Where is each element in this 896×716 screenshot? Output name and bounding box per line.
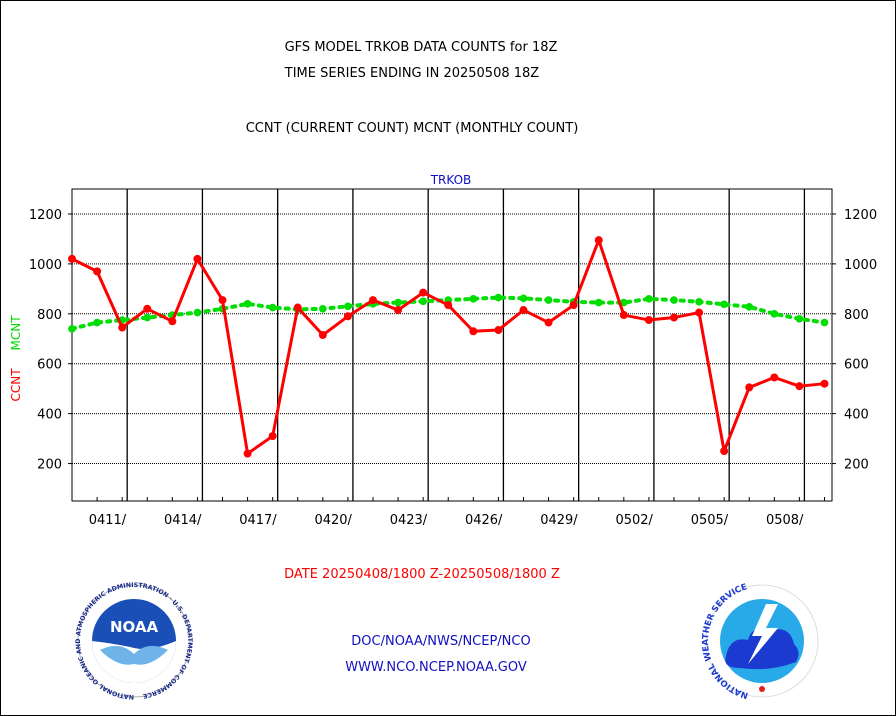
data-point-ccnt (293, 303, 302, 312)
y-tick-label-right: 1000 (844, 258, 877, 273)
data-point-ccnt (419, 288, 428, 297)
data-point-mcnt (645, 295, 653, 303)
data-point-ccnt (218, 296, 227, 305)
y-tick-label-right: 800 (844, 308, 869, 323)
data-point-ccnt (519, 306, 528, 315)
chart-subtitle: CCNT (CURRENT COUNT) MCNT (MONTHLY COUNT… (246, 121, 579, 136)
data-point-ccnt (569, 301, 578, 310)
x-tick-label: 0420/ (314, 513, 352, 528)
data-point-mcnt (243, 300, 252, 308)
y-tick-label-right: 1200 (844, 208, 877, 223)
data-point-ccnt (494, 326, 503, 335)
data-point-ccnt (243, 449, 252, 458)
data-point-ccnt (68, 254, 76, 263)
x-tick-label: 0411/ (89, 513, 127, 528)
data-point-mcnt (193, 308, 202, 317)
x-axis: 0411/0414/0417/0420/0423/0426/0429/0502/… (71, 497, 825, 528)
y-tick-label-left: 200 (37, 458, 62, 473)
data-point-mcnt (770, 310, 779, 318)
data-point-mcnt (394, 298, 402, 307)
y-tick-label-right: 400 (844, 408, 869, 423)
data-point-ccnt (544, 318, 553, 327)
data-point-ccnt (394, 306, 403, 315)
x-tick-label: 0502/ (615, 513, 653, 528)
x-tick-label: 0426/ (465, 513, 503, 528)
x-tick-label: 0423/ (390, 513, 428, 528)
data-point-ccnt (820, 379, 829, 388)
y-tick-label-left: 800 (37, 308, 62, 323)
data-point-mcnt (93, 318, 101, 327)
data-point-ccnt (268, 432, 277, 441)
series-line-ccnt (71, 238, 825, 456)
data-point-mcnt (670, 296, 678, 304)
data-point-mcnt (68, 324, 76, 333)
panel-label: TRKOB (430, 173, 472, 187)
x-axis-label: DATE 20250408/1800 Z-20250508/1800 Z (284, 567, 560, 582)
data-point-mcnt (344, 302, 352, 311)
data-point-ccnt (770, 373, 779, 382)
data-point-mcnt (594, 298, 603, 307)
data-point-mcnt (620, 298, 628, 307)
y-axis-label-ccnt: CCNT (9, 368, 23, 402)
data-point-mcnt (544, 296, 553, 304)
noaa-logo-text: NOAA (110, 618, 159, 636)
data-point-mcnt (419, 297, 427, 306)
y-tick-label-left: 1000 (29, 258, 62, 273)
x-tick-label: 0508/ (766, 513, 804, 528)
y-tick-label-left: 600 (37, 358, 62, 373)
series-ccnt (68, 236, 829, 458)
chart-title-line-1: GFS MODEL TRKOB DATA COUNTS for 18Z (285, 40, 558, 55)
plot-border (71, 188, 833, 502)
x-tick-label: 0414/ (164, 513, 202, 528)
chart-title-line-2: TIME SERIES ENDING IN 20250508 18Z (284, 66, 540, 81)
data-point-ccnt (720, 447, 729, 456)
data-point-mcnt (143, 313, 152, 322)
data-point-ccnt (594, 236, 603, 245)
x-tick-label: 0505/ (691, 513, 729, 528)
y-axis-right: 200 400 600 800 1000 1200 (832, 208, 877, 473)
data-point-ccnt (469, 327, 478, 336)
y-axis-label-mcnt: MCNT (9, 315, 23, 351)
data-point-ccnt (669, 313, 678, 322)
plot-area: 200 400 600 800 1000 1200 200 400 600 800 1000 120… (29, 188, 877, 528)
data-point-ccnt (368, 296, 377, 305)
data-point-mcnt (268, 303, 277, 312)
data-point-ccnt (168, 317, 177, 326)
data-point-ccnt (318, 331, 327, 340)
data-point-mcnt (469, 295, 478, 303)
data-point-ccnt (745, 383, 754, 392)
y-tick-label-right: 200 (844, 458, 869, 473)
footer-link-nco-website[interactable]: WWW.NCO.NCEP.NOAA.GOV (345, 660, 527, 675)
horizontal-gridlines (72, 213, 832, 465)
data-point-mcnt (820, 318, 829, 327)
footer-link-doc-noaa[interactable]: DOC/NOAA/NWS/NCEP/NCO (351, 634, 530, 649)
data-point-ccnt (93, 267, 102, 276)
data-point-ccnt (619, 311, 628, 320)
x-tick-label: 0429/ (540, 513, 578, 528)
data-point-mcnt (695, 298, 703, 306)
data-point-ccnt (143, 304, 152, 313)
y-tick-label-left: 1200 (29, 208, 62, 223)
data-point-ccnt (795, 382, 804, 391)
data-point-ccnt (644, 316, 653, 325)
data-point-mcnt (319, 305, 327, 313)
x-tick-label: 0417/ (239, 513, 277, 528)
vertical-gridlines (126, 189, 806, 501)
data-point-mcnt (519, 294, 528, 303)
data-point-mcnt (494, 293, 503, 302)
data-point-ccnt (695, 308, 704, 317)
y-axis-left: 200 400 600 800 1000 1200 (29, 208, 72, 473)
y-tick-label-right: 600 (844, 358, 869, 373)
data-point-mcnt (795, 314, 804, 323)
data-point-ccnt (444, 301, 453, 310)
y-tick-label-left: 400 (37, 408, 62, 423)
data-point-ccnt (193, 254, 202, 263)
noaa-logo: NATIONAL OCEANIC AND ATMOSPHERIC ADMINIS… (75, 582, 193, 700)
data-point-mcnt (720, 300, 728, 309)
data-point-ccnt (118, 323, 127, 332)
data-point-ccnt (343, 312, 352, 321)
nws-logo: NATIONAL WEATHER SERVICE (701, 582, 819, 700)
data-point-mcnt (745, 303, 754, 311)
